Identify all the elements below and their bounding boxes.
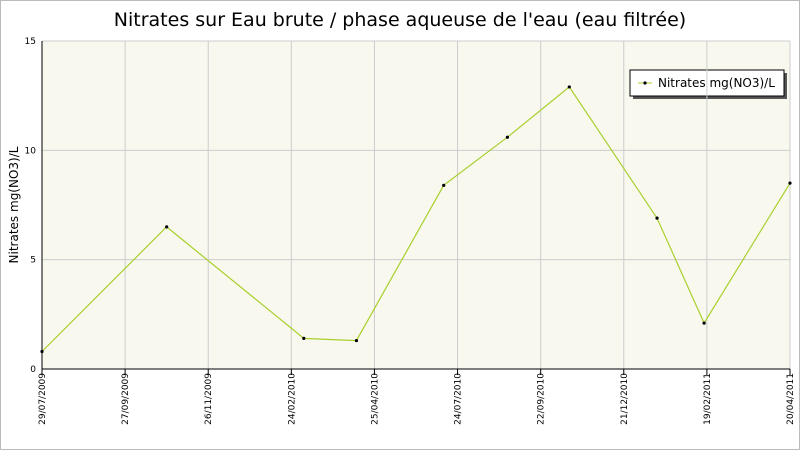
point bbox=[655, 216, 659, 220]
y-tick-label: 15 bbox=[25, 37, 36, 47]
legend-label: Nitrates mg(NO3)/L bbox=[658, 76, 775, 90]
x-tick-label: 22/09/2010 bbox=[537, 373, 547, 425]
point bbox=[567, 85, 571, 89]
y-tick-label: 5 bbox=[30, 256, 36, 266]
x-tick-label: 19/02/2011 bbox=[703, 373, 713, 425]
line bbox=[41, 86, 791, 352]
point bbox=[788, 181, 792, 185]
x-tick-label: 24/07/2010 bbox=[454, 373, 464, 425]
point bbox=[505, 135, 510, 139]
x-tick-label: 24/02/2010 bbox=[287, 373, 297, 425]
y-axis-label: Nitrates mg(NO3)/L bbox=[7, 146, 21, 263]
x-tick-label: 21/12/2010 bbox=[620, 373, 630, 425]
y-tick-label: 10 bbox=[25, 146, 37, 156]
point bbox=[302, 336, 306, 340]
x-tick-label: 25/04/2010 bbox=[370, 373, 380, 425]
y-tick-label: 0 bbox=[30, 365, 36, 375]
point bbox=[442, 183, 446, 187]
x-tick-label: 29/07/2009 bbox=[38, 373, 48, 425]
x-tick-label: 20/04/2011 bbox=[786, 373, 796, 425]
point bbox=[40, 349, 44, 354]
legend: Nitrates mg(NO3)/L bbox=[629, 69, 787, 99]
x-tick-label: 27/09/2009 bbox=[121, 373, 131, 425]
point bbox=[165, 225, 169, 229]
legend-marker bbox=[643, 81, 647, 85]
point bbox=[354, 338, 359, 343]
point bbox=[702, 321, 706, 325]
chart-title: Nitrates sur Eau brute / phase aqueuse d… bbox=[114, 9, 686, 31]
x-tick-label: 26/11/2009 bbox=[204, 373, 214, 425]
